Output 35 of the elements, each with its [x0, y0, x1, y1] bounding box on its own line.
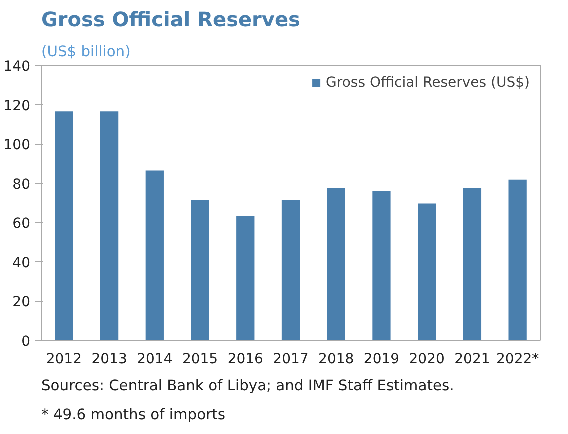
y-tick-label: 100	[4, 138, 31, 154]
bar	[146, 170, 164, 340]
x-tick-label: 2018	[318, 352, 354, 368]
x-tick-label: 2021	[454, 352, 490, 368]
x-tick-label: 2012	[46, 352, 82, 368]
bar	[327, 188, 346, 340]
bar	[372, 191, 391, 340]
y-tick-label: 40	[12, 255, 31, 272]
bar	[508, 180, 527, 340]
bar	[100, 112, 119, 340]
bar	[55, 112, 74, 340]
x-tick-label: 2014	[137, 352, 173, 368]
y-tick-label: 20	[12, 294, 31, 311]
x-tick-label: 2015	[182, 352, 218, 368]
source-note: Sources: Central Bank of Libya; and IMF Staff Estimates.	[42, 378, 454, 394]
text: * 49.6 months of imports	[42, 406, 226, 424]
bar	[191, 200, 210, 340]
y-tick-label: 120	[4, 98, 31, 114]
chart-subtitle: (US$ billion)	[42, 44, 131, 60]
bar	[282, 200, 300, 340]
y-tick-label: 0	[22, 334, 31, 350]
x-tick-label: 2022*	[496, 352, 540, 368]
x-tick-label: 2016	[228, 352, 264, 368]
x-tick-label: 2019	[364, 352, 400, 368]
bar	[236, 216, 255, 340]
legend-label: Gross Official Reserves (US$)	[326, 75, 530, 91]
y-tick-label: 60	[12, 216, 31, 232]
chart-title: Gross Official Reserves	[42, 8, 300, 32]
y-tick-label: 140	[4, 59, 31, 75]
x-tick-label: 2017	[273, 352, 309, 368]
x-tick-label: 2013	[92, 352, 128, 368]
bar	[463, 188, 482, 340]
bar	[418, 204, 436, 340]
y-tick-label: 80	[12, 176, 31, 193]
x-tick-label: 2020	[409, 352, 445, 368]
